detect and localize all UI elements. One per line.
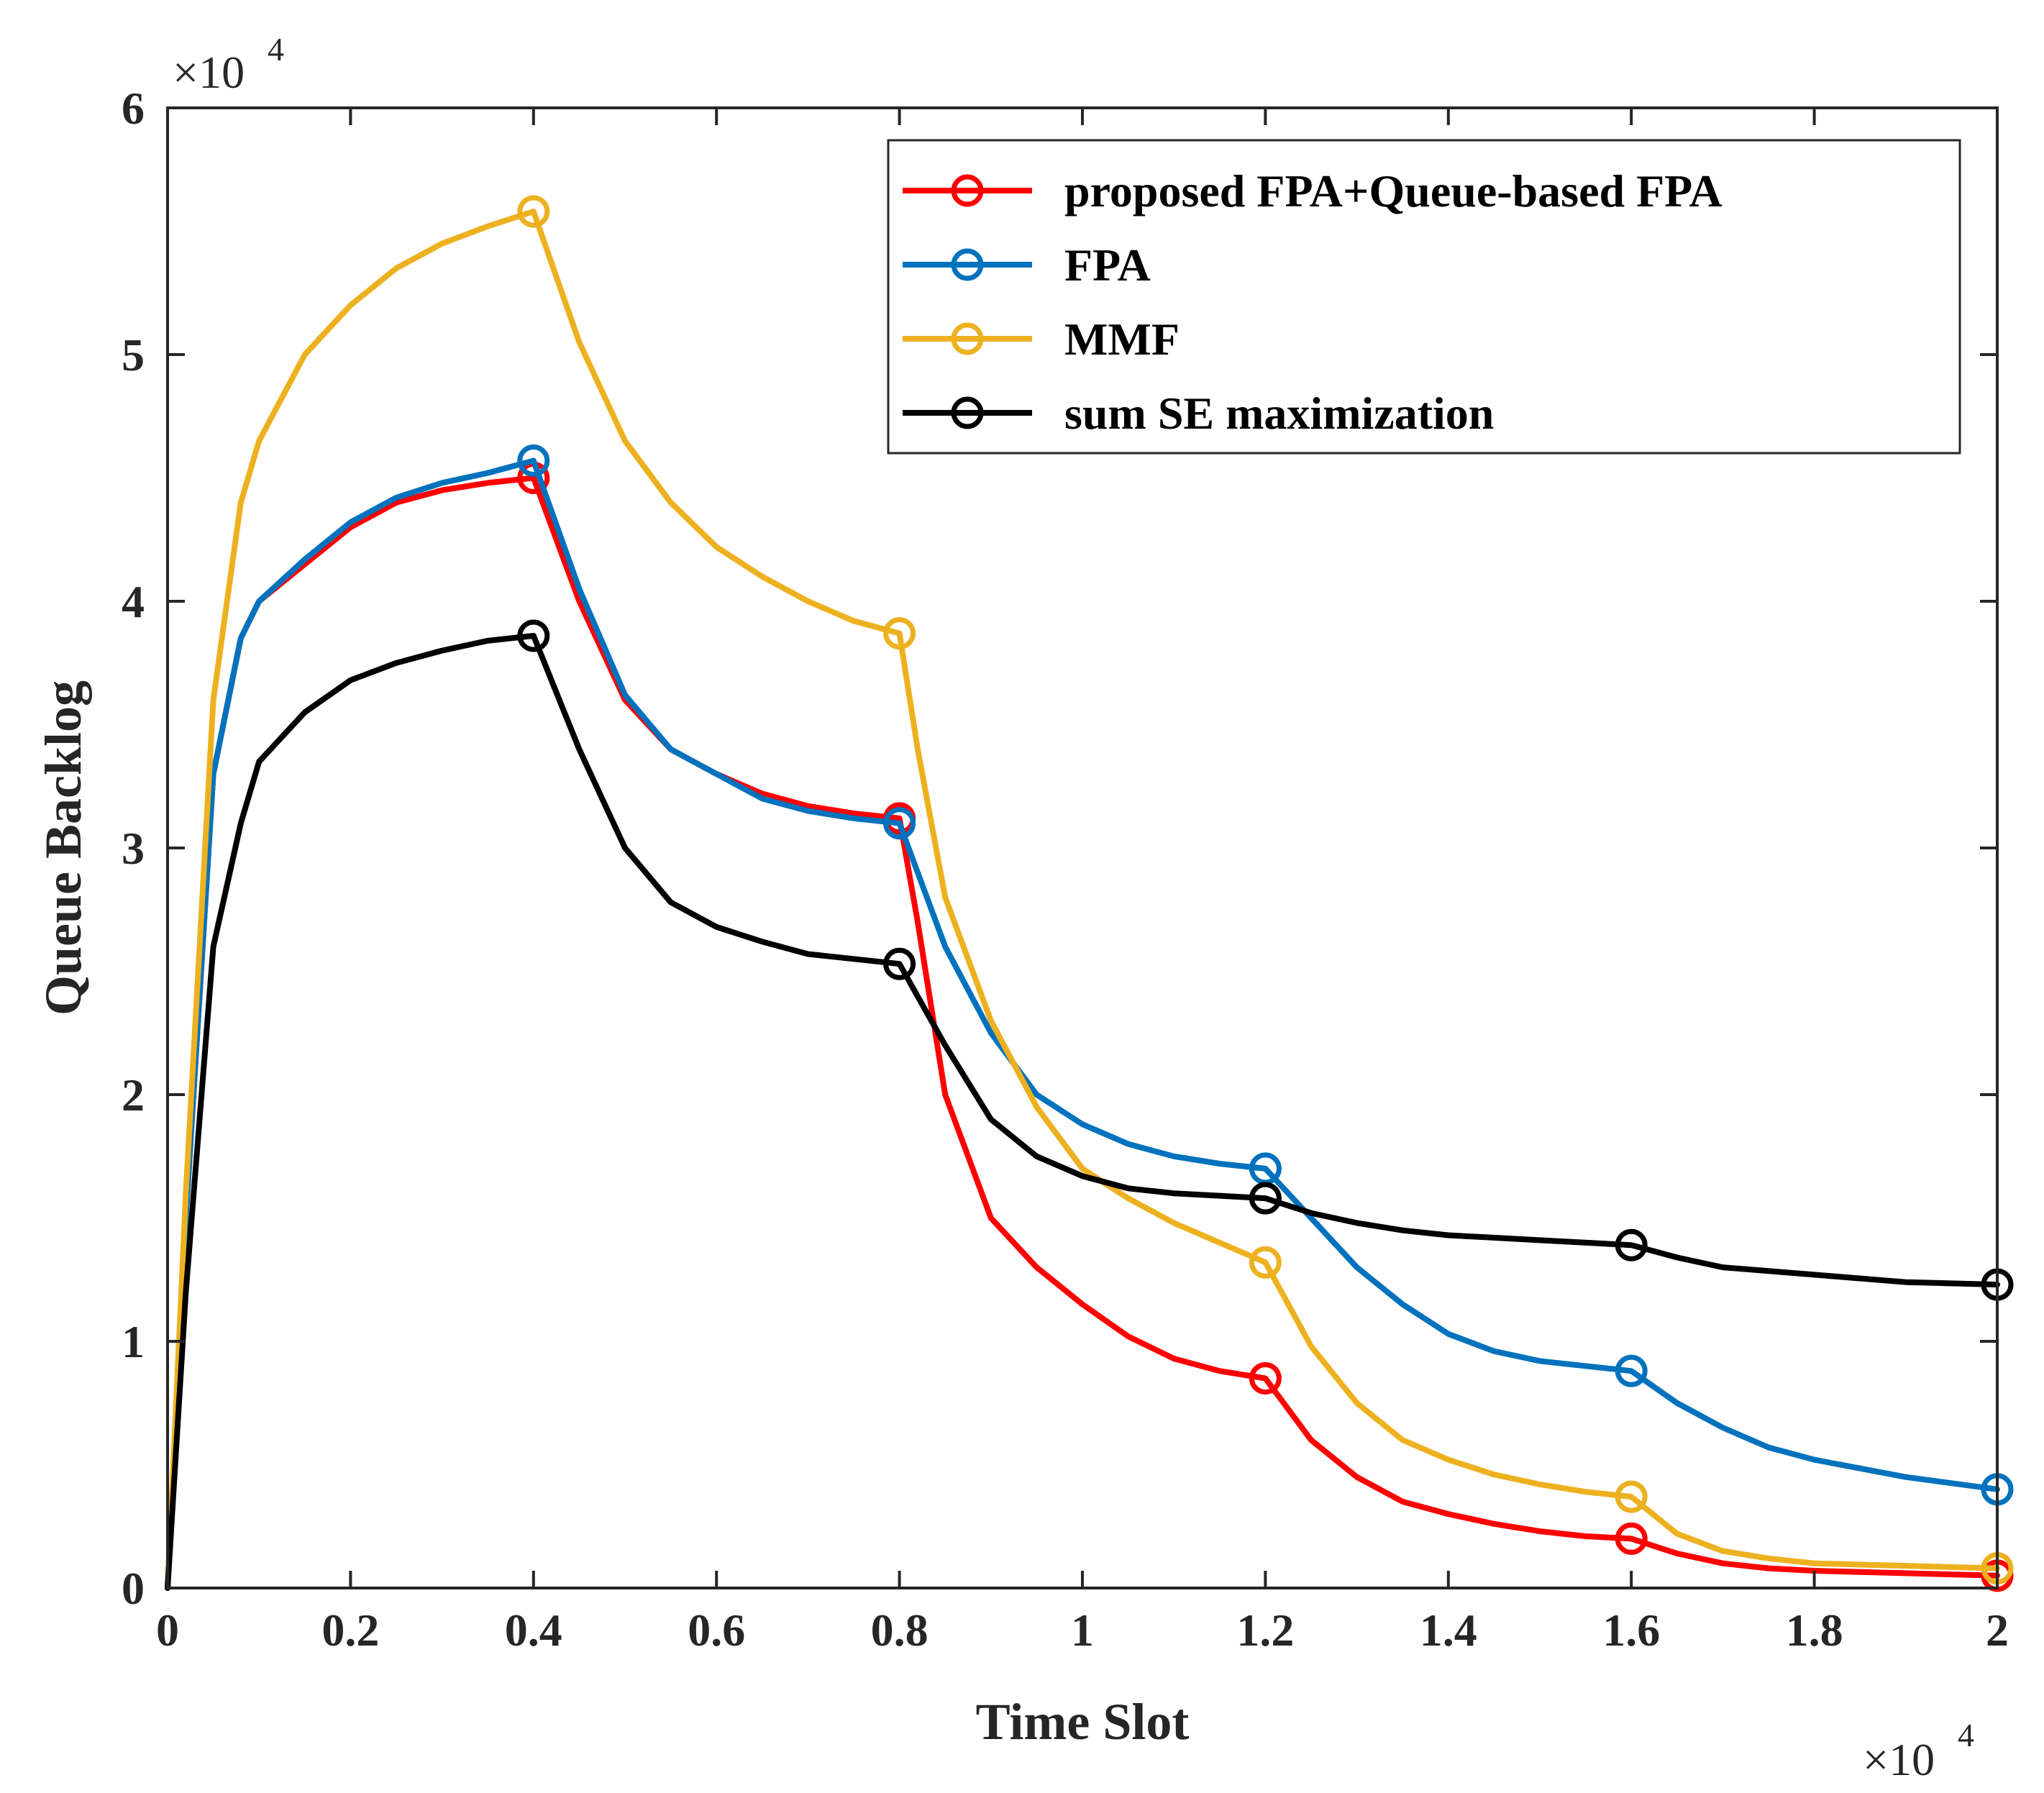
y-tick-label: 6	[122, 83, 145, 134]
series-marker	[1615, 1228, 1648, 1262]
y-tick-label: 2	[122, 1069, 145, 1121]
series-marker	[1615, 1522, 1648, 1555]
axes-layer: 0 0.2 0.4 0.6 0.8 1 1.2 1.4 1.6 1.8 2 0 1 2 3 4 5 6 Time S…	[35, 31, 2009, 1785]
series-marker	[1249, 1361, 1282, 1395]
legend-box	[887, 139, 1961, 455]
series-marker	[517, 195, 550, 228]
x-tick-label: 0.2	[321, 1605, 379, 1656]
legend-entry: sum SE maximization	[903, 388, 1494, 439]
x-tick-label: 2	[1986, 1605, 2009, 1656]
series-2	[165, 195, 2014, 1591]
series-marker	[883, 617, 916, 650]
legend-label: sum SE maximization	[1064, 388, 1494, 439]
x-tick-label: 0.4	[505, 1605, 562, 1656]
x-axis-exponent: 4	[1958, 1717, 1974, 1753]
x-tick-label: 0.6	[688, 1605, 745, 1656]
series-marker	[1615, 1354, 1648, 1387]
series-marker	[883, 807, 916, 840]
legend-label: proposed FPA+Queue-based FPA	[1064, 165, 1723, 216]
series-line	[165, 209, 2000, 1591]
x-tick-label: 0.8	[871, 1605, 929, 1656]
series-marker	[517, 619, 550, 652]
series-1	[165, 444, 2014, 1591]
series-marker	[1249, 1182, 1282, 1215]
x-tick-label: 0	[156, 1605, 179, 1656]
y-axis-multiplier: ×10	[173, 47, 245, 98]
series-marker	[517, 444, 550, 477]
x-tick-label: 1.6	[1602, 1605, 1660, 1656]
series-marker	[1615, 1480, 1648, 1513]
series-line	[165, 475, 2000, 1591]
legend-label: FPA	[1064, 239, 1151, 291]
series-layer	[165, 195, 2014, 1592]
legend-marker	[951, 396, 984, 429]
series-line	[165, 633, 2000, 1591]
y-axis-title: Queue Backlog	[35, 680, 92, 1016]
legend: proposed FPA+Queue-based FPA FPA MMF sum SE…	[887, 139, 1961, 455]
legend-entry: MMF	[903, 314, 1180, 365]
legend-entry: FPA	[903, 239, 1151, 291]
y-tick-label: 0	[122, 1563, 145, 1614]
legend-marker	[951, 174, 984, 207]
series-line	[165, 457, 2000, 1591]
legend-marker	[951, 322, 984, 355]
y-tick-label: 3	[122, 823, 145, 874]
x-axis-multiplier: ×10	[1863, 1734, 1935, 1785]
y-tick-label: 5	[122, 329, 145, 380]
legend-marker	[951, 248, 984, 281]
y-tick-label: 1	[122, 1316, 145, 1367]
x-axis-title: Time Slot	[976, 1693, 1190, 1751]
x-tick-label: 1	[1071, 1605, 1094, 1656]
series-marker	[1249, 1246, 1282, 1279]
y-axis-exponent: 4	[268, 31, 284, 68]
x-tick-label: 1.2	[1236, 1605, 1294, 1656]
x-tick-label: 1.4	[1420, 1605, 1477, 1656]
x-tick-label: 1.8	[1786, 1605, 1843, 1656]
legend-label: MMF	[1064, 314, 1180, 365]
y-tick-label: 4	[122, 576, 145, 627]
series-marker	[883, 947, 916, 980]
legend-entry: proposed FPA+Queue-based FPA	[903, 165, 1723, 216]
